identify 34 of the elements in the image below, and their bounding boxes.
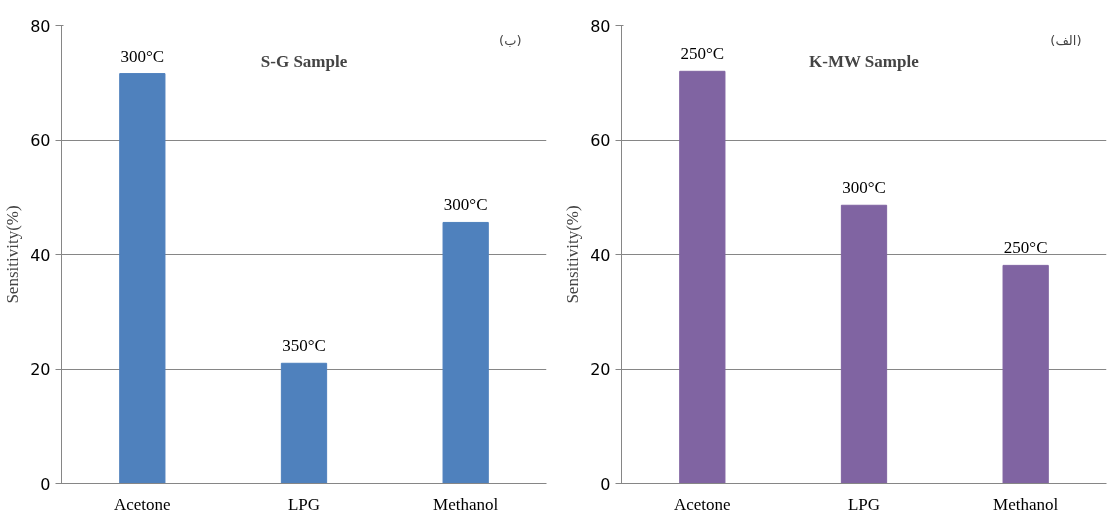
x-tick-label: Acetone [114,494,171,514]
text: K-MW Sample [808,51,920,71]
y-axis-title: Sensitivity(%) [3,205,23,304]
x-tick-label: LPG [287,494,321,514]
x-tick-label: Methanol [433,494,499,514]
y-tick-label: 0 [40,474,51,494]
x-tick-label: Methanol [993,494,1059,514]
y-tick-label: 0 [600,474,611,494]
annotation: 300°C [443,195,488,215]
bar [119,73,166,484]
text: S-G Sample [260,51,348,71]
annotation: (الف) [1050,32,1082,48]
bar [280,362,328,484]
annotation: 250°C [680,44,725,64]
y-tick-label: 60 [590,131,611,150]
y-tick-label: 40 [590,245,611,265]
y-tick-label: 20 [30,360,51,379]
y-tick-label: 80 [590,16,611,36]
x-tick-label: LPG [847,494,881,514]
annotation: 350°C [282,336,326,356]
bar [442,221,489,484]
annotation: 300°C [842,178,886,198]
annotation: 300°C [120,46,165,66]
y-tick-label: 40 [30,245,51,265]
bar [1002,264,1049,484]
y-tick-label: 60 [30,131,51,150]
y-axis-title: Sensitivity(%) [563,205,583,304]
x-tick-label: Acetone [674,494,731,514]
bar [840,204,888,484]
annotation: 250°C [1003,238,1048,258]
y-tick-label: 20 [590,360,611,379]
y-tick-label: 80 [30,16,51,36]
bar [679,70,726,484]
annotation: (ب) [499,32,522,48]
